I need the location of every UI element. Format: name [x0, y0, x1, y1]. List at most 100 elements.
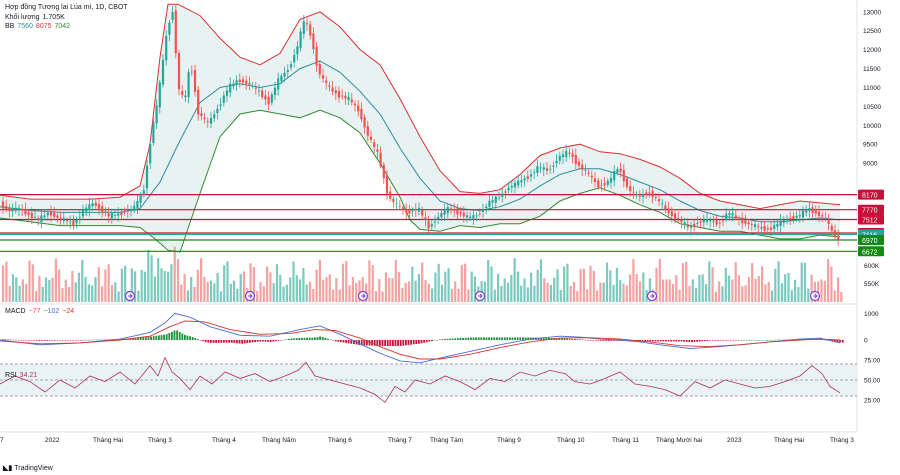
- macd-histogram-bar: [54, 340, 56, 341]
- volume-bar: [223, 265, 226, 302]
- volume-bar: [421, 262, 424, 302]
- macd-histogram-bar: [506, 337, 509, 340]
- macd-histogram-bar: [191, 337, 194, 340]
- macd-histogram-bar: [540, 337, 542, 340]
- candle-body: [475, 215, 478, 217]
- macd-histogram-bar: [431, 340, 433, 342]
- candle-body: [683, 222, 686, 225]
- volume-bar: [289, 277, 292, 302]
- x-axis-label: 2023: [727, 437, 742, 444]
- price-tick-label: 9500: [863, 142, 878, 149]
- macd-histogram-bar: [779, 339, 782, 341]
- candle-body: [347, 96, 350, 100]
- macd-histogram-bar: [602, 340, 605, 341]
- macd-histogram-bar: [7, 339, 9, 340]
- candle-body: [270, 94, 273, 103]
- candle-body: [824, 217, 827, 219]
- macd-histogram-bar: [220, 340, 223, 343]
- candle-body: [753, 224, 757, 227]
- x-axis-label: Tháng Tám: [430, 437, 463, 444]
- volume-bar: [226, 261, 229, 302]
- candle-body: [443, 210, 446, 215]
- candle-body: [104, 211, 107, 213]
- macd-histogram-bar: [74, 340, 77, 341]
- macd-histogram-bar: [693, 340, 696, 342]
- candle-body: [837, 235, 840, 240]
- candle-body: [705, 219, 709, 222]
- candle-body: [1, 201, 5, 209]
- macd-histogram-bar: [152, 336, 155, 340]
- candle-body: [350, 99, 353, 103]
- volume-bar: [21, 279, 24, 302]
- volume-bar: [576, 291, 579, 302]
- volume-bar: [619, 279, 622, 302]
- macd-histogram-bar: [756, 340, 758, 341]
- macd-histogram-bar: [423, 340, 425, 343]
- volume-bar: [374, 291, 378, 302]
- price-tick-label: 11500: [863, 66, 881, 73]
- macd-histogram-bar: [301, 337, 303, 340]
- candle-body: [792, 215, 795, 219]
- volume-bar: [553, 277, 556, 302]
- macd-histogram-bar: [332, 340, 334, 341]
- volume-bar: [539, 259, 543, 302]
- candle-body: [776, 223, 779, 227]
- candle-body: [635, 194, 638, 196]
- macd-histogram: [2, 330, 844, 346]
- volume-bar: [58, 269, 61, 302]
- macd-histogram-bar: [186, 335, 189, 340]
- macd-histogram-bar: [670, 340, 672, 342]
- candle-body: [273, 87, 277, 95]
- candle-body: [699, 221, 702, 223]
- volume-bar: [358, 280, 361, 302]
- volume-bar: [411, 266, 414, 302]
- tradingview-logo[interactable]: ◣▮ TradingView: [3, 464, 53, 473]
- candle-body: [769, 227, 773, 230]
- volume-bar: [239, 274, 242, 302]
- candle-body: [363, 117, 366, 128]
- macd-histogram-bar: [212, 340, 215, 343]
- macd-histogram-bar: [43, 340, 46, 341]
- macd-histogram-bar: [392, 340, 394, 346]
- candle-body: [187, 72, 190, 97]
- volume-bar: [447, 268, 450, 302]
- candle-body: [37, 218, 40, 220]
- volume-bar: [487, 260, 490, 302]
- macd-histogram-bar: [576, 339, 579, 340]
- macd-histogram-bar: [698, 340, 701, 342]
- volume-bar: [173, 246, 176, 302]
- bb-lower-value: 7042: [54, 23, 71, 30]
- candle-body: [245, 80, 248, 84]
- volume-bar: [536, 269, 539, 302]
- macd-histogram-bar: [316, 337, 319, 340]
- candle-body: [427, 220, 430, 229]
- volume-bar: [797, 287, 800, 302]
- candle-body: [641, 194, 645, 197]
- macd-histogram-bar: [25, 340, 28, 341]
- candle-body: [53, 212, 56, 217]
- macd-histogram-bar: [769, 340, 771, 341]
- candle-body: [155, 105, 158, 124]
- candle-body: [811, 207, 814, 213]
- volume-tick-label: 600K: [864, 263, 880, 270]
- macd-histogram-bar: [308, 337, 311, 340]
- macd-histogram-bar: [93, 339, 95, 341]
- tradingview-brand: TradingView: [14, 464, 53, 472]
- candle-body: [501, 193, 504, 197]
- candle-body: [360, 108, 363, 120]
- macd-histogram-bar: [103, 339, 106, 340]
- macd-histogram-bar: [199, 340, 202, 341]
- volume-bar: [787, 273, 790, 302]
- macd-histogram-bar: [464, 337, 467, 340]
- volume-bar: [219, 291, 222, 302]
- volume-bar: [582, 268, 585, 302]
- candle-body: [587, 172, 590, 174]
- macd-histogram-bar: [238, 340, 241, 344]
- volume-bar: [761, 266, 764, 302]
- macd-histogram-bar: [714, 340, 717, 341]
- macd-histogram-bar: [345, 340, 347, 343]
- macd-histogram-bar: [457, 338, 459, 340]
- candle-body: [197, 89, 200, 115]
- macd-histogram-bar: [665, 340, 667, 342]
